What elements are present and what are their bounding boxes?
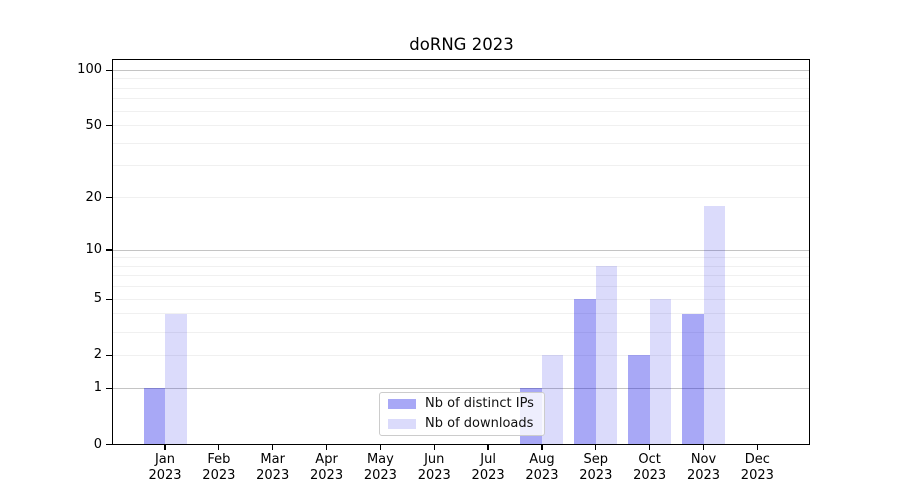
x-tick-label-jul: Jul 2023 — [471, 452, 505, 483]
x-tick — [164, 445, 166, 450]
x-tick — [541, 445, 543, 450]
y-tick-label: 5 — [93, 291, 102, 307]
minor-gridline — [113, 331, 810, 333]
bar-distinct-ips-jan — [143, 388, 165, 445]
x-tick-label-dec: Dec 2023 — [740, 452, 774, 483]
y-tick — [106, 443, 113, 446]
y-tick-label: 0 — [93, 436, 102, 452]
x-tick — [702, 445, 705, 450]
bar-distinct-ips-oct — [628, 355, 650, 445]
legend-label-downloads: Nb of downloads — [425, 416, 534, 431]
x-tick — [325, 445, 328, 450]
major-gridline — [113, 387, 810, 389]
y-tick-label: 100 — [77, 62, 102, 78]
x-tick — [218, 445, 220, 450]
x-tick-label-jan: Jan 2023 — [148, 452, 182, 483]
x-tick — [433, 445, 435, 450]
legend: Nb of distinct IPs Nb of downloads — [379, 392, 545, 436]
minor-gridline — [113, 165, 810, 167]
y-tick-label: 2 — [93, 347, 102, 363]
legend-label-distinct-ips: Nb of distinct IPs — [425, 396, 534, 411]
x-tick-label-oct: Oct 2023 — [633, 452, 667, 483]
bar-distinct-ips-nov — [682, 313, 704, 445]
y-tick — [106, 69, 113, 71]
minor-gridline — [113, 78, 810, 80]
y-tick — [106, 196, 113, 199]
y-tick-label: 1 — [93, 380, 102, 396]
chart-title: doRNG 2023 — [409, 35, 514, 54]
x-tick-label-feb: Feb 2023 — [202, 452, 236, 483]
major-gridline — [113, 69, 810, 71]
legend-swatch-distinct-ips-icon — [388, 399, 416, 409]
y-tick-label: 50 — [85, 117, 102, 133]
bar-downloads-jan — [165, 313, 187, 445]
y-tick-label: 10 — [85, 242, 102, 258]
x-tick-label-jun: Jun 2023 — [417, 452, 451, 483]
x-tick — [487, 445, 489, 450]
legend-swatch-downloads-icon — [388, 419, 416, 429]
y-tick — [106, 298, 113, 300]
minor-gridline — [113, 125, 810, 127]
x-tick-label-sep: Sep 2023 — [579, 452, 613, 483]
major-gridline — [113, 249, 810, 251]
y-tick-label: 20 — [85, 189, 102, 205]
minor-gridline — [113, 87, 810, 89]
x-tick — [756, 445, 758, 450]
y-tick — [106, 124, 113, 127]
x-tick — [649, 445, 651, 450]
x-tick-label-apr: Apr 2023 — [310, 452, 344, 483]
minor-gridline — [113, 354, 810, 356]
x-tick — [595, 445, 597, 450]
minor-gridline — [113, 98, 810, 100]
bar-downloads-sep — [595, 266, 618, 445]
x-tick-label-may: May 2023 — [363, 452, 397, 483]
bar-downloads-aug — [541, 355, 564, 445]
bar-downloads-nov — [703, 205, 725, 445]
x-tick-label-aug: Aug 2023 — [525, 452, 559, 483]
minor-gridline — [113, 275, 810, 277]
minor-gridline — [113, 313, 810, 315]
x-tick-label-nov: Nov 2023 — [686, 452, 721, 483]
minor-gridline — [113, 257, 810, 259]
y-tick — [106, 387, 113, 389]
minor-gridline — [113, 110, 810, 112]
minor-gridline — [113, 142, 810, 144]
bar-downloads-oct — [649, 299, 672, 445]
legend-entry-distinct-ips: Nb of distinct IPs — [388, 396, 536, 413]
x-tick-label-mar: Mar 2023 — [256, 452, 290, 483]
minor-gridline — [113, 286, 810, 288]
y-tick — [106, 249, 113, 251]
x-tick — [379, 445, 382, 450]
minor-gridline — [113, 265, 810, 267]
legend-entry-downloads: Nb of downloads — [388, 416, 536, 433]
y-tick — [106, 354, 113, 357]
minor-gridline — [113, 298, 810, 300]
minor-gridline — [113, 197, 810, 199]
bar-distinct-ips-sep — [574, 299, 596, 445]
x-tick — [272, 445, 274, 450]
